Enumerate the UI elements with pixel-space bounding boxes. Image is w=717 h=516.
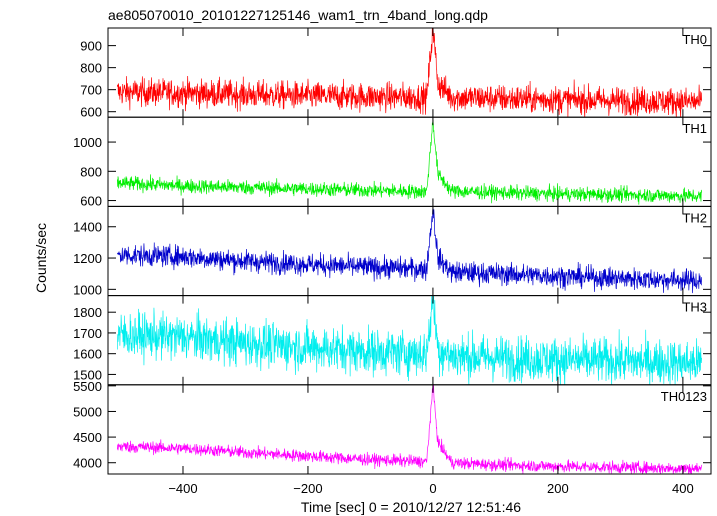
panels-group: 600 700 800 900 TH0 600 800 1000 TH1 1000 1200 1400… — [73, 27, 712, 496]
panel-frame — [107, 384, 712, 475]
y-tick-label: 5000 — [73, 404, 102, 419]
panel-th1: 600 800 1000 TH1 — [73, 116, 712, 209]
panel-label: TH2 — [682, 210, 707, 225]
panel-label: TH3 — [682, 300, 707, 315]
y-tick-label: 1400 — [73, 220, 102, 235]
y-tick-label: 800 — [80, 61, 102, 76]
y-tick-label: 1800 — [73, 305, 102, 320]
series-line-th1 — [117, 120, 702, 205]
series-line-th0 — [117, 28, 702, 118]
y-tick-label: 4500 — [73, 430, 102, 445]
series-line-th0123 — [117, 384, 702, 474]
y-tick-label: 1000 — [73, 135, 102, 150]
panel-th3: 1500 1600 1700 1800 TH3 — [73, 295, 712, 386]
series-line-th3 — [117, 295, 702, 385]
x-axis-label: Time [sec] 0 = 2010/12/27 12:51:46 — [301, 499, 521, 515]
series-line-th2 — [117, 207, 702, 294]
panel-label: TH0123 — [661, 389, 707, 404]
y-tick-label: 5500 — [73, 379, 102, 394]
y-tick-label: 700 — [80, 83, 102, 98]
panel-frame — [107, 205, 712, 297]
y-tick-label: 4000 — [73, 456, 102, 471]
panel-th0123: 4000 4500 5000 5500 TH0123 — [73, 379, 712, 475]
panel-th2: 1000 1200 1400 TH2 — [73, 205, 712, 297]
y-tick-label: 600 — [80, 105, 102, 120]
y-tick-label: 1500 — [73, 367, 102, 382]
chart-title: ae805070010_20101227125146_wam1_trn_4ban… — [108, 7, 488, 23]
y-tick-label: 1600 — [73, 347, 102, 362]
y-tick-label: 900 — [80, 39, 102, 54]
y-axis-label: Counts/sec — [33, 223, 49, 293]
y-tick-label: 1700 — [73, 326, 102, 341]
y-tick-label: 800 — [80, 164, 102, 179]
y-tick-label: 600 — [80, 194, 102, 209]
x-tick-label: 200 — [547, 481, 569, 496]
y-tick-label: 1000 — [73, 282, 102, 297]
panel-label: TH0 — [682, 32, 707, 47]
x-tick-label: 0 — [429, 481, 436, 496]
panel-label: TH1 — [682, 121, 707, 136]
x-tick-label: −200 — [293, 481, 322, 496]
x-tick-label: −400 — [168, 481, 197, 496]
x-tick-label: 400 — [672, 481, 694, 496]
panel-th0: 600 700 800 900 TH0 — [80, 27, 712, 120]
y-tick-label: 1200 — [73, 251, 102, 266]
